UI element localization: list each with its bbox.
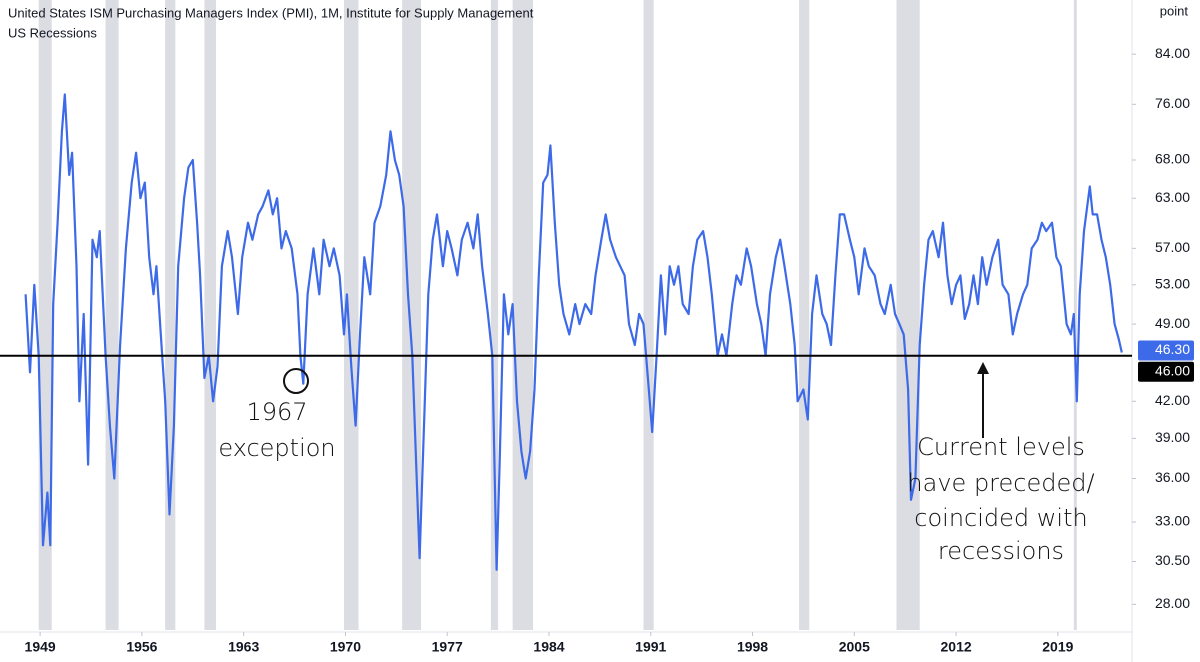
y-tick-label: 53.00 <box>1155 275 1190 291</box>
y-unit: point <box>1160 3 1189 18</box>
x-tick-label: 1991 <box>635 639 666 655</box>
recession-band <box>512 0 533 630</box>
y-tick-label: 36.00 <box>1155 469 1190 485</box>
y-tick-label: 76.00 <box>1155 95 1190 111</box>
price-label-box <box>1138 340 1194 361</box>
recession-band <box>1073 0 1077 630</box>
recession-band <box>204 0 217 630</box>
x-tick-label: 2005 <box>839 639 870 655</box>
y-tick-label: 84.00 <box>1155 45 1190 61</box>
y-tick-label: 30.50 <box>1155 552 1190 568</box>
plot <box>24 93 1123 571</box>
recession-label: US Recessions <box>8 25 97 40</box>
y-tick-label: 28.00 <box>1155 595 1190 611</box>
x-tick-label: 1963 <box>228 639 259 655</box>
reference-label: 46.00 <box>1155 362 1190 378</box>
y-tick-label: 57.00 <box>1155 239 1190 255</box>
recession-band <box>490 0 499 630</box>
annotation-text: recessions <box>938 537 1064 565</box>
y-tick-label: 42.00 <box>1155 392 1190 408</box>
recession-band <box>105 0 119 630</box>
chart-title: United States ISM Purchasing Managers In… <box>8 5 534 20</box>
x-tick-label: 1984 <box>533 639 564 655</box>
annotation-circle <box>283 368 309 394</box>
annotation-text: 1967 <box>246 398 307 426</box>
recession-band <box>165 0 176 630</box>
recession-band <box>343 0 359 630</box>
annotation-text: coincided with <box>914 504 1087 532</box>
x-tick-label: 1977 <box>432 639 463 655</box>
annotation-arrowhead <box>977 362 989 374</box>
annotation-text: exception <box>218 434 335 462</box>
reference-label-box <box>1138 361 1194 382</box>
price-label: 46.30 <box>1155 341 1190 357</box>
recession-band <box>643 0 654 630</box>
y-tick-label: 68.00 <box>1155 151 1190 167</box>
y-tick-label: 49.00 <box>1155 315 1190 331</box>
y-tick-label: 39.00 <box>1155 429 1190 445</box>
x-tick-label: 1998 <box>737 639 768 655</box>
y-tick-label: 33.00 <box>1155 513 1190 529</box>
annotation-text: have preceded/ <box>907 469 1094 497</box>
x-tick-label: 1970 <box>330 639 361 655</box>
recession-band <box>896 0 920 630</box>
x-tick-label: 1956 <box>126 639 157 655</box>
x-tick-label: 1949 <box>25 639 56 655</box>
annotation-text: Current levels <box>917 433 1085 461</box>
x-tick-label: 2019 <box>1042 639 1073 655</box>
recession-band <box>799 0 810 630</box>
pmi-line <box>24 93 1123 571</box>
y-tick-label: 63.00 <box>1155 189 1190 205</box>
x-tick-label: 2012 <box>941 639 972 655</box>
